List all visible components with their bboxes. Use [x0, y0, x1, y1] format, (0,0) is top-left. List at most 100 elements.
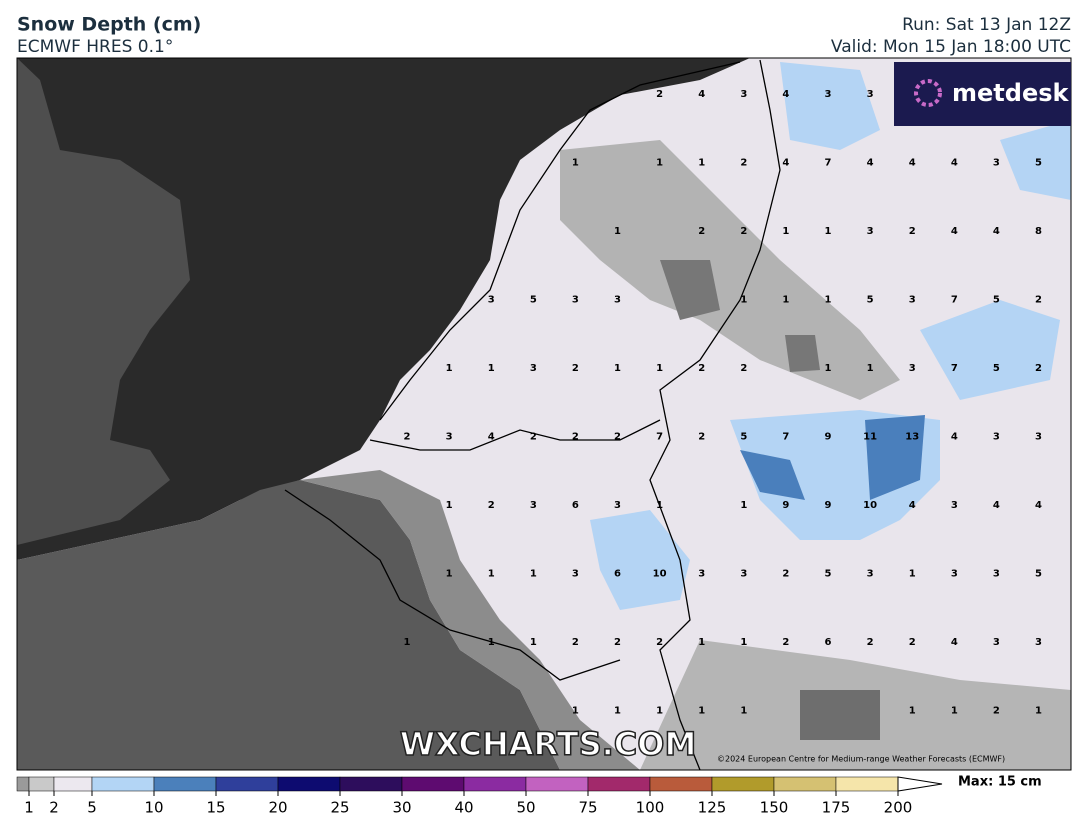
grid-value: 5 [867, 295, 874, 306]
colorbar-label: 5 [87, 799, 97, 817]
grid-value: 9 [782, 500, 789, 511]
grid-value: 1 [740, 706, 747, 717]
grid-value: 2 [698, 432, 705, 443]
colorbar-swatch [339, 776, 403, 792]
grid-value: 6 [614, 569, 621, 580]
grid-value: 3 [909, 295, 916, 306]
colorbar-arrow [897, 776, 943, 792]
watermark: WXCHARTS.COM [400, 725, 697, 763]
grid-value: 3 [951, 500, 958, 511]
grid-value: 3 [1035, 637, 1042, 648]
grid-value: 1 [656, 363, 663, 374]
logo-icon [914, 79, 942, 107]
colorbar-label: 15 [206, 799, 225, 817]
grid-value: 1 [698, 706, 705, 717]
grid-value: 3 [488, 295, 495, 306]
colorbar-swatch [401, 776, 465, 792]
grid-value: 3 [825, 89, 832, 100]
colorbar-label: 150 [760, 799, 789, 817]
snow-deep [865, 415, 925, 500]
grid-value: 3 [867, 226, 874, 237]
colorbar-swatch [587, 776, 651, 792]
grid-value: 4 [993, 500, 1000, 511]
grid-value: 5 [993, 295, 1000, 306]
run-time: Run: Sat 13 Jan 12Z [902, 15, 1071, 35]
max-label: Max: 15 cm [958, 775, 1042, 790]
colorbar-swatch [649, 776, 713, 792]
grid-value: 11 [863, 432, 877, 443]
grid-value: 7 [951, 295, 958, 306]
grid-value: 5 [530, 295, 537, 306]
grid-value: 8 [1035, 226, 1042, 237]
grid-value: 1 [740, 295, 747, 306]
grid-value: 1 [825, 363, 832, 374]
snow-blue [590, 510, 690, 610]
grid-value: 4 [488, 432, 495, 443]
colorbar-label: 175 [822, 799, 851, 817]
grid-value: 3 [446, 432, 453, 443]
grid-value: 3 [951, 569, 958, 580]
grid-value: 4 [951, 226, 958, 237]
grid-value: 4 [909, 500, 916, 511]
snow-blue [1000, 120, 1071, 200]
copyright: ©2024 European Centre for Medium-range W… [717, 755, 1005, 764]
grid-value: 4 [782, 158, 789, 169]
grid-value: 2 [1035, 363, 1042, 374]
grid-value: 4 [993, 226, 1000, 237]
grid-value: 2 [530, 432, 537, 443]
grid-value: 3 [614, 500, 621, 511]
grid-value: 1 [614, 363, 621, 374]
grid-value: 3 [530, 500, 537, 511]
colorbar-label: 75 [578, 799, 597, 817]
grid-value: 4 [951, 158, 958, 169]
colorbar-swatch [711, 776, 775, 792]
grid-value: 2 [656, 637, 663, 648]
grid-value: 9 [825, 432, 832, 443]
grid-value: 3 [909, 363, 916, 374]
france [17, 480, 560, 770]
grid-value: 3 [993, 432, 1000, 443]
grid-value: 1 [446, 363, 453, 374]
england [17, 58, 190, 545]
colorbar-swatch [525, 776, 589, 792]
grid-value: 2 [782, 569, 789, 580]
colorbar-swatch [773, 776, 837, 792]
grid-value: 4 [698, 89, 705, 100]
grid-value: 3 [740, 569, 747, 580]
grid-value: 10 [653, 569, 667, 580]
colorbar-label: 125 [698, 799, 727, 817]
grid-value: 1 [1035, 706, 1042, 717]
grid-value: 2 [1035, 295, 1042, 306]
grid-value: 1 [867, 363, 874, 374]
colorbar-swatch [463, 776, 527, 792]
grid-value: 2 [404, 432, 411, 443]
grid-value: 1 [782, 295, 789, 306]
grid-value: 1 [614, 226, 621, 237]
grid-value: 9 [825, 500, 832, 511]
grid-value: 1 [446, 500, 453, 511]
grid-value: 1 [656, 706, 663, 717]
grid-value: 1 [530, 569, 537, 580]
grid-value: 4 [867, 158, 874, 169]
colorbar-swatch [835, 776, 899, 792]
colorbar-swatch [28, 776, 55, 792]
grid-value: 4 [951, 432, 958, 443]
grid-value: 2 [656, 89, 663, 100]
grid-value: 2 [698, 226, 705, 237]
grid-value: 3 [614, 295, 621, 306]
grid-value: 2 [614, 637, 621, 648]
grid-value: 1 [698, 158, 705, 169]
grid-value: 3 [572, 569, 579, 580]
dark-area [785, 335, 820, 372]
grid-value: 3 [993, 158, 1000, 169]
grid-value: 5 [740, 432, 747, 443]
grid-value: 7 [782, 432, 789, 443]
colorbar-label: 50 [516, 799, 535, 817]
grid-value: 3 [993, 637, 1000, 648]
grey-band [300, 470, 640, 770]
grid-value: 1 [488, 363, 495, 374]
colorbar-label: 10 [144, 799, 163, 817]
grid-value: 1 [782, 226, 789, 237]
grid-value: 2 [867, 637, 874, 648]
